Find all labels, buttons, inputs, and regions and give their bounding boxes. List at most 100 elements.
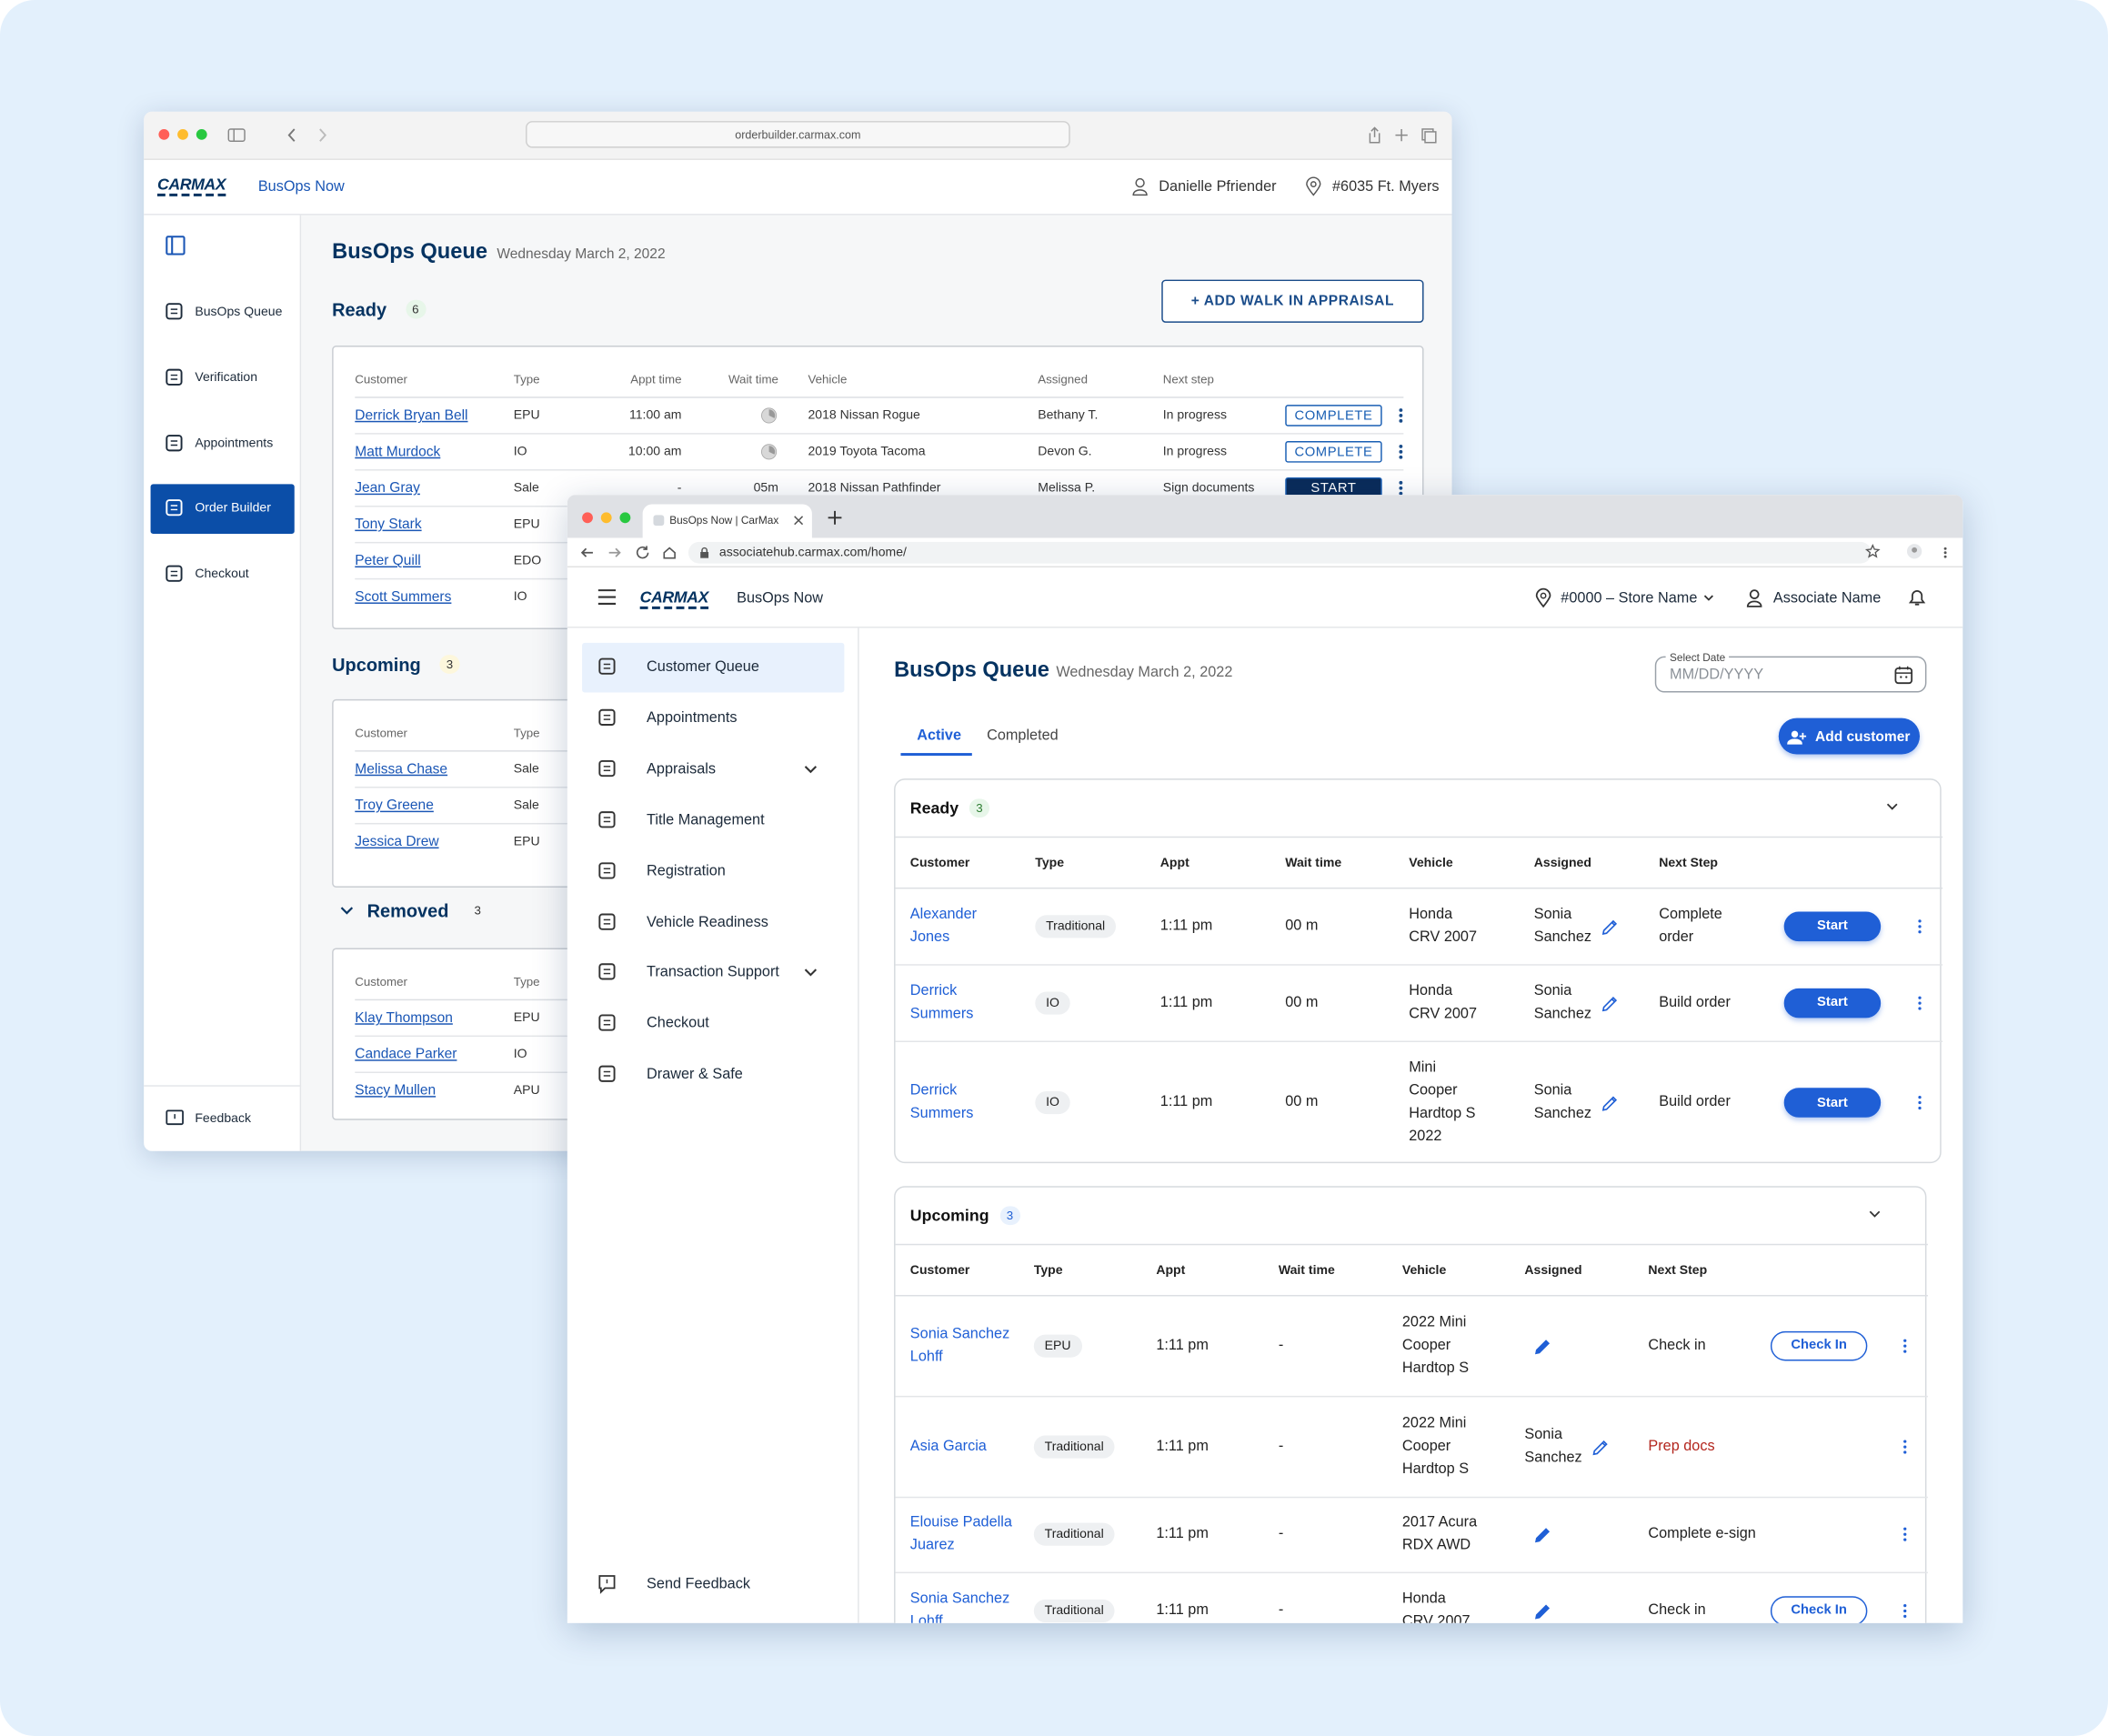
nav-item[interactable]: Vehicle Readiness xyxy=(647,913,768,930)
customer-link[interactable]: Asia Garcia xyxy=(909,1437,987,1454)
assign-pencil[interactable] xyxy=(1601,917,1623,938)
customer-link[interactable]: Jean Gray xyxy=(355,479,420,497)
nav-item[interactable]: Title Management xyxy=(647,811,765,828)
profile[interactable] xyxy=(1906,543,1928,565)
tab-close[interactable] xyxy=(793,515,815,537)
cell-type: IO xyxy=(513,589,527,605)
customer-link[interactable]: Stacy Mullen xyxy=(355,1082,437,1099)
nav-item[interactable]: BusOps Queue xyxy=(195,304,283,320)
date-picker[interactable]: Select Date MM/DD/YYYY xyxy=(1654,651,1927,693)
browser-menu[interactable] xyxy=(1942,545,1963,567)
new-tab[interactable] xyxy=(827,509,848,531)
action-button[interactable]: Check In xyxy=(1770,1330,1868,1360)
customer-link[interactable]: Derrick Summers xyxy=(909,982,974,1022)
customer-link[interactable]: Klay Thompson xyxy=(355,1009,453,1027)
customer-link[interactable]: Tony Stark xyxy=(355,516,422,533)
new-tab[interactable] xyxy=(1391,125,1413,147)
column-header: Type xyxy=(513,372,540,386)
divider xyxy=(895,1294,1928,1297)
nav-item[interactable]: Registration xyxy=(647,862,726,879)
cell-appt: 1:11 pm xyxy=(1159,993,1213,1010)
send-feedback[interactable]: Send Feedback xyxy=(647,1576,750,1592)
forward-button[interactable] xyxy=(313,125,335,147)
action-button[interactable]: START xyxy=(1285,477,1382,499)
nav-expand[interactable] xyxy=(804,765,826,787)
nav-item[interactable]: Drawer & Safe xyxy=(647,1066,743,1083)
assign-pencil[interactable] xyxy=(1534,1336,1556,1358)
store-chevron[interactable] xyxy=(1703,595,1725,617)
row-menu[interactable] xyxy=(1901,1338,1922,1360)
hamburger[interactable] xyxy=(597,589,620,611)
nav-item[interactable]: Appointments xyxy=(647,709,738,727)
type-pill: Traditional xyxy=(1033,1434,1115,1458)
row-menu[interactable] xyxy=(1901,1438,1922,1460)
customer-link[interactable]: Elouise Padella Juarez xyxy=(909,1514,1012,1553)
forward-button[interactable] xyxy=(607,545,628,567)
customer-link[interactable]: Troy Greene xyxy=(355,797,434,814)
nav-item[interactable]: Checkout xyxy=(647,1015,709,1032)
customer-link[interactable]: Derrick Summers xyxy=(909,1082,974,1122)
reload-button[interactable] xyxy=(635,545,657,567)
action-button[interactable]: COMPLETE xyxy=(1285,441,1382,463)
action-button[interactable]: COMPLETE xyxy=(1285,405,1382,426)
add-customer-button[interactable]: Add customer xyxy=(1778,717,1921,755)
bookmark-star[interactable] xyxy=(1864,543,1888,567)
nav-item[interactable]: Checkout xyxy=(195,567,249,582)
cell-appt: 1:11 pm xyxy=(1156,1437,1209,1454)
row-menu[interactable] xyxy=(1397,442,1419,464)
cell-next: Prep docs xyxy=(1648,1437,1715,1454)
section-count: 3 xyxy=(474,903,481,918)
action-button[interactable]: Start xyxy=(1783,1088,1882,1118)
browser-tab[interactable]: BusOps Now | CarMax xyxy=(642,504,815,538)
nav-item[interactable]: Transaction Support xyxy=(647,964,779,981)
assign-pencil[interactable] xyxy=(1591,1437,1613,1459)
add-walk-in-button[interactable]: + ADD WALK IN APPRAISAL xyxy=(1161,279,1424,323)
customer-link[interactable]: Candace Parker xyxy=(355,1046,457,1063)
address-bar: associatehub.carmax.com/home/ xyxy=(688,541,1872,564)
tabs[interactable] xyxy=(1419,125,1440,147)
row-menu[interactable] xyxy=(1916,918,1938,939)
nav-item[interactable]: Verification xyxy=(195,370,258,386)
customer-link[interactable]: Sonia Sanchez Lohff xyxy=(909,1590,1010,1623)
nav-item[interactable]: Appraisals xyxy=(647,760,716,778)
store-select[interactable]: #0000 – Store Name xyxy=(1561,590,1698,607)
action-button[interactable]: Check In xyxy=(1770,1595,1868,1623)
row-menu[interactable] xyxy=(1397,478,1419,500)
nav-item[interactable]: Customer Queue xyxy=(647,658,759,676)
back-button[interactable] xyxy=(579,545,601,567)
customer-link[interactable]: Sonia Sanchez Lohff xyxy=(909,1325,1010,1365)
customer-link[interactable]: Alexander Jones xyxy=(909,905,978,945)
row-menu[interactable] xyxy=(1916,1095,1938,1117)
customer-link[interactable]: Scott Summers xyxy=(355,588,452,606)
row-menu[interactable] xyxy=(1397,406,1419,428)
share[interactable] xyxy=(1364,125,1386,147)
nav-item[interactable]: Order Builder xyxy=(195,501,271,517)
app-name: BusOps Now xyxy=(257,178,345,196)
row-menu[interactable] xyxy=(1901,1602,1922,1623)
home-button[interactable] xyxy=(661,545,683,567)
action-button[interactable]: Start xyxy=(1783,988,1882,1018)
back-button[interactable] xyxy=(284,125,306,147)
nav-expand[interactable] xyxy=(804,968,826,990)
notifications-bell[interactable] xyxy=(1908,587,1930,609)
sidebar-collapse[interactable] xyxy=(166,236,187,257)
row-menu[interactable] xyxy=(1916,994,1938,1016)
assign-pencil[interactable] xyxy=(1601,1093,1623,1115)
row-menu[interactable] xyxy=(1901,1526,1922,1548)
collapse-chevron[interactable] xyxy=(1886,803,1908,825)
nav-item[interactable]: Appointments xyxy=(195,436,274,451)
collapse-chevron[interactable] xyxy=(337,901,359,923)
customer-link[interactable]: Matt Murdock xyxy=(355,443,441,460)
customer-link[interactable]: Derrick Bryan Bell xyxy=(355,407,468,424)
queue-tab[interactable]: Completed xyxy=(987,727,1059,744)
queue-tab[interactable]: Active xyxy=(917,727,962,744)
assign-pencil[interactable] xyxy=(1601,993,1623,1015)
action-button[interactable]: Start xyxy=(1783,910,1882,941)
feedback[interactable]: Feedback xyxy=(195,1111,252,1127)
collapse-chevron[interactable] xyxy=(1869,1210,1891,1232)
customer-link[interactable]: Melissa Chase xyxy=(355,760,448,778)
assign-pencil[interactable] xyxy=(1534,1525,1556,1547)
assign-pencil[interactable] xyxy=(1534,1601,1556,1622)
customer-link[interactable]: Peter Quill xyxy=(355,552,421,569)
customer-link[interactable]: Jessica Drew xyxy=(355,833,439,850)
